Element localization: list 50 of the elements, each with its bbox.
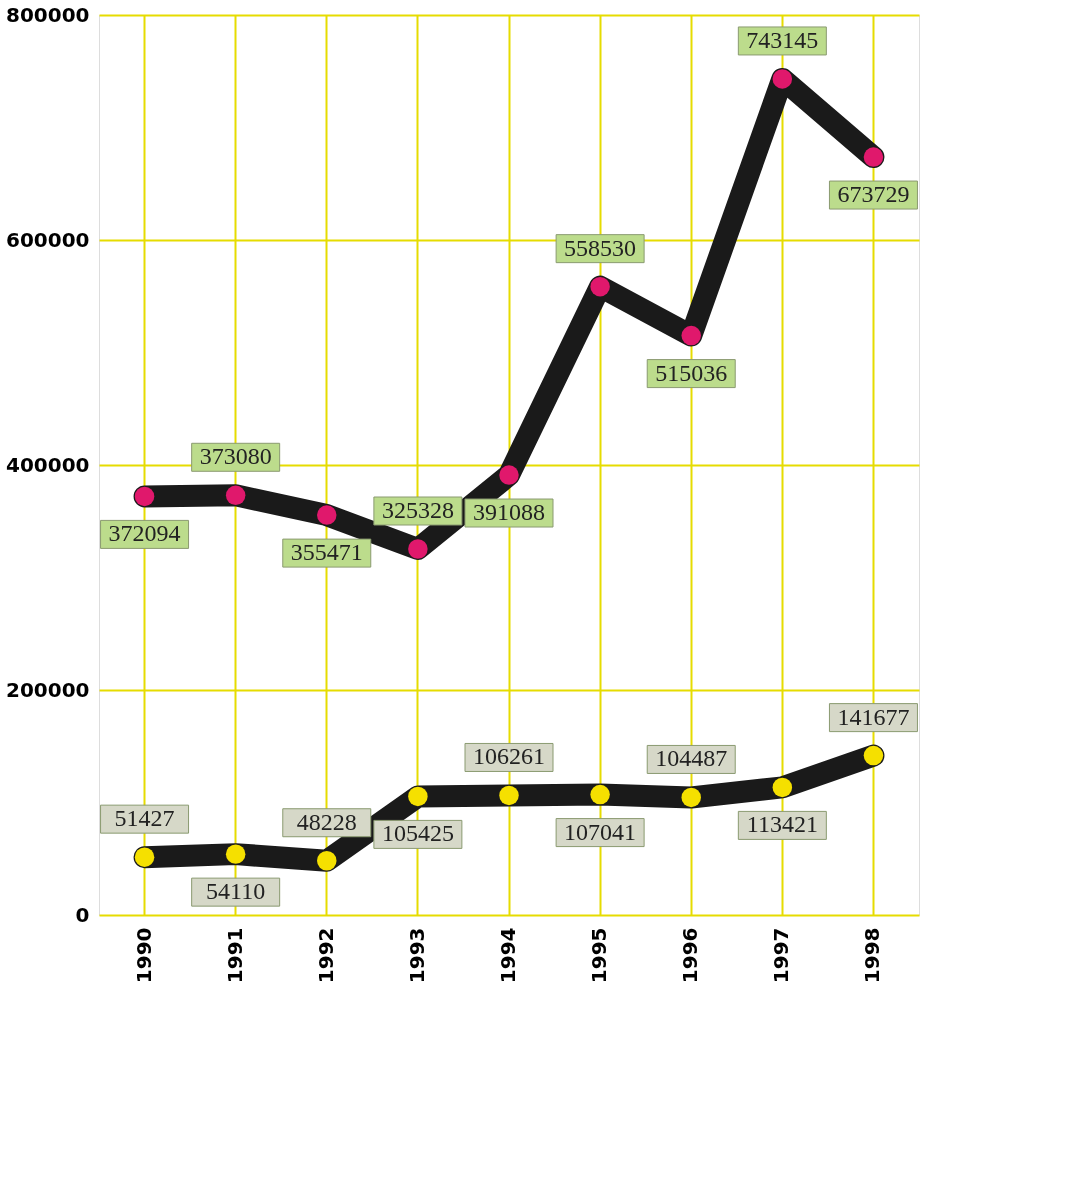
point bbox=[134, 486, 155, 507]
point bbox=[772, 69, 793, 89]
y-tick-label: 200000 bbox=[6, 677, 90, 702]
data-label: 391088 bbox=[473, 499, 545, 526]
point bbox=[408, 539, 428, 559]
point bbox=[681, 325, 701, 346]
data-label: 515036 bbox=[655, 359, 728, 386]
data-label: 325328 bbox=[381, 497, 454, 524]
data-label: 107041 bbox=[564, 818, 637, 845]
data-label: 113421 bbox=[746, 811, 818, 838]
y-tick-label: 600000 bbox=[6, 227, 90, 252]
x-tick-label: 1998 bbox=[860, 927, 885, 984]
point bbox=[681, 787, 701, 808]
x-tick-label: 1992 bbox=[313, 927, 338, 984]
data-label: 673729 bbox=[837, 181, 910, 208]
point bbox=[408, 786, 428, 807]
point bbox=[772, 777, 793, 798]
point bbox=[134, 847, 155, 867]
point bbox=[863, 147, 884, 167]
point bbox=[225, 844, 246, 864]
data-label: 104487 bbox=[655, 745, 728, 772]
x-tick-label: 1995 bbox=[587, 927, 612, 984]
data-label: 48228 bbox=[296, 808, 357, 835]
data-label: 355471 bbox=[290, 539, 363, 566]
x-tick-label: 1996 bbox=[678, 927, 703, 984]
data-label: 372094 bbox=[108, 520, 181, 547]
point bbox=[499, 465, 519, 485]
data-label: 141677 bbox=[837, 703, 910, 730]
point bbox=[499, 785, 519, 806]
y-tick-label: 800000 bbox=[6, 2, 90, 27]
y-tick-label: 0 bbox=[75, 902, 90, 927]
data-label: 743145 bbox=[746, 26, 819, 53]
x-tick-label: 1997 bbox=[769, 927, 794, 984]
x-tick-label: 1991 bbox=[222, 927, 247, 984]
point bbox=[863, 745, 884, 766]
point bbox=[590, 784, 610, 805]
point bbox=[590, 276, 610, 297]
data-label: 54110 bbox=[206, 878, 266, 905]
data-label: 105425 bbox=[381, 820, 454, 847]
data-label: 106261 bbox=[473, 743, 545, 770]
data-label: 51427 bbox=[114, 805, 175, 832]
x-tick-label: 1994 bbox=[496, 927, 520, 984]
y-tick-label: 400000 bbox=[6, 452, 90, 477]
x-tick-label: 1990 bbox=[131, 927, 156, 984]
point bbox=[225, 485, 246, 506]
x-tick-label: 1993 bbox=[404, 927, 429, 984]
point bbox=[317, 505, 337, 525]
point bbox=[317, 851, 337, 871]
data-label: 558530 bbox=[564, 234, 637, 261]
data-label: 373080 bbox=[199, 443, 272, 470]
